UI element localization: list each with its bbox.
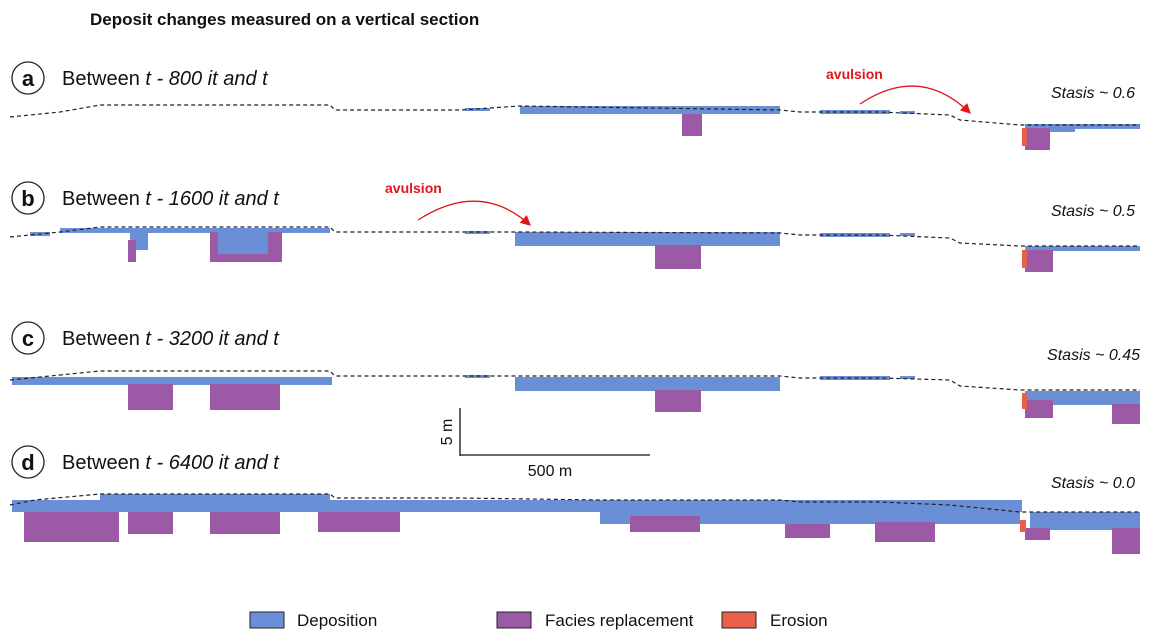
panel-d: d Between t - 6400 it and t Stasis ~ 0.0 (9, 445, 1140, 554)
panel-label: c (22, 326, 34, 351)
interval: t - 3200 it and t (145, 328, 280, 350)
legend: Deposition Facies replacement Erosion (249, 611, 828, 630)
legend-label: Deposition (297, 611, 377, 630)
panel-heading: Between t - 6400 it and t (62, 452, 280, 474)
legend-label: Facies replacement (545, 611, 694, 630)
scale-horizontal: 500 m (528, 463, 572, 480)
panel-label: d (21, 450, 34, 475)
panel-heading: Between t - 800 it and t (62, 68, 269, 90)
interval: t - 800 it and t (145, 68, 269, 90)
stasis: Stasis ~ 0.5 (1051, 203, 1135, 220)
annotation: avulsion (385, 180, 442, 196)
scale-bar: 5 m 500 m (439, 408, 650, 480)
prefix: Between (62, 68, 140, 90)
panel-heading: Between t - 3200 it and t (62, 328, 280, 350)
interval: t - 1600 it and t (145, 188, 280, 210)
panel-c: c Between t - 3200 it and t Stasis ~ 0.4… (9, 321, 1140, 424)
panel-label: a (22, 66, 35, 91)
scale-vertical: 5 m (439, 419, 456, 446)
stasis: Stasis ~ 0.45 (1047, 347, 1140, 364)
title: Deposit changes measured on a vertical s… (90, 10, 479, 29)
panel-heading: Between t - 1600 it and t (62, 188, 280, 210)
annotation: avulsion (826, 66, 883, 82)
stasis: Stasis ~ 0.0 (1051, 475, 1135, 492)
prefix: Between (62, 328, 140, 350)
panel-a: a Between t - 800 it and t Stasis ~ 0.6 … (9, 61, 1140, 150)
prefix: Between (62, 452, 140, 474)
prefix: Between (62, 188, 140, 210)
panel-b: b Between t - 1600 it and t Stasis ~ 0.5… (9, 180, 1140, 272)
panel-label: b (21, 186, 34, 211)
interval: t - 6400 it and t (145, 452, 280, 474)
legend-label: Erosion (770, 611, 828, 630)
stasis: Stasis ~ 0.6 (1051, 85, 1135, 102)
